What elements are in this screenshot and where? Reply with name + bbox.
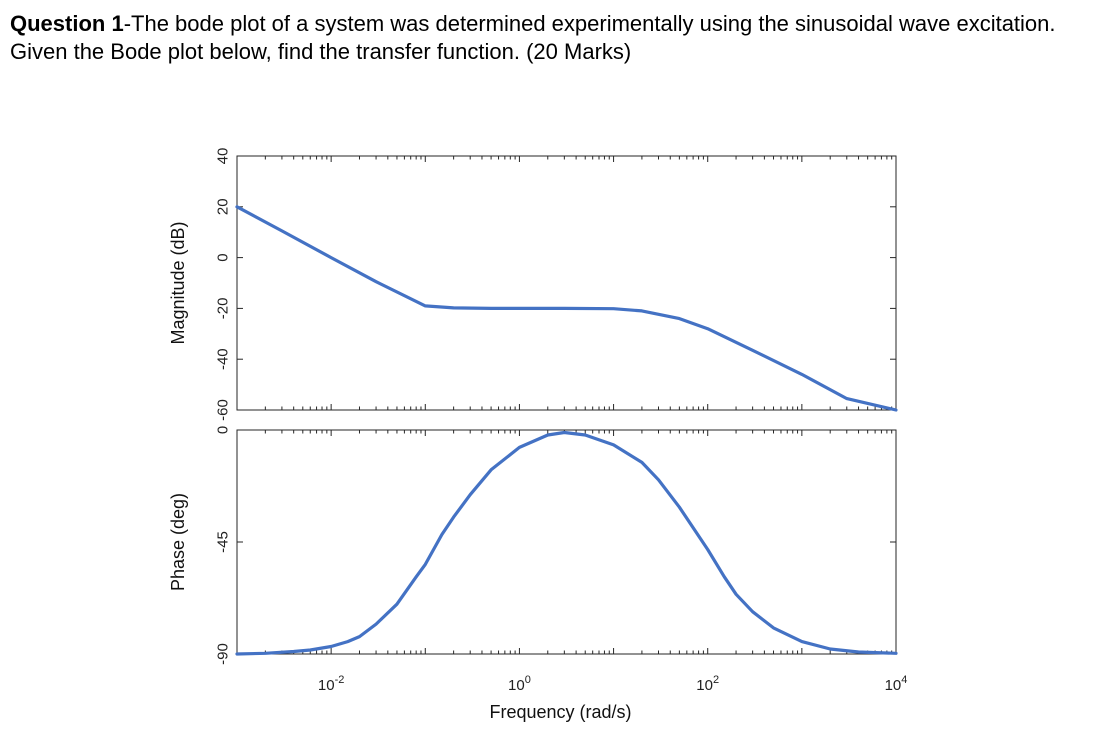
magnitude-ytick-label: -40	[215, 348, 232, 370]
x-tick-label: 104	[885, 674, 908, 694]
magnitude-ytick-label: -20	[215, 298, 232, 320]
phase-ytick-label: 0	[215, 426, 232, 434]
x-tick-label: 100	[508, 674, 531, 694]
question-body: -The bode plot of a system was determine…	[10, 11, 1056, 64]
magnitude-frame	[236, 155, 897, 411]
magnitude-ytick-label: 40	[215, 148, 232, 165]
x-axis-label: Frequency (rad/s)	[489, 702, 631, 722]
magnitude-ylabel: Magnitude (dB)	[168, 221, 188, 344]
phase-frame	[236, 429, 897, 655]
magnitude-ytick-label: 20	[215, 198, 232, 215]
question-title: Question 1	[10, 11, 124, 36]
magnitude-series-line	[235, 205, 898, 412]
phase-ylabel: Phase (deg)	[168, 493, 188, 591]
phase-axes: 0 -45 -90 Phase (deg) 10-2 100 102 104 Frequency…	[168, 426, 907, 722]
phase-series-line	[235, 430, 898, 656]
x-tick-label: 102	[696, 674, 719, 694]
phase-ytick-label: -45	[215, 531, 232, 553]
x-tick-label: 10-2	[318, 674, 344, 694]
phase-ytick-label: -90	[215, 643, 232, 665]
magnitude-axes: 40 20 0 -20 -40 -60 Magnitude (dB)	[168, 148, 898, 421]
question-text: Question 1-The bode plot of a system was…	[10, 10, 1080, 66]
magnitude-ytick-label: -60	[215, 399, 232, 421]
magnitude-ytick-label: 0	[215, 253, 232, 261]
